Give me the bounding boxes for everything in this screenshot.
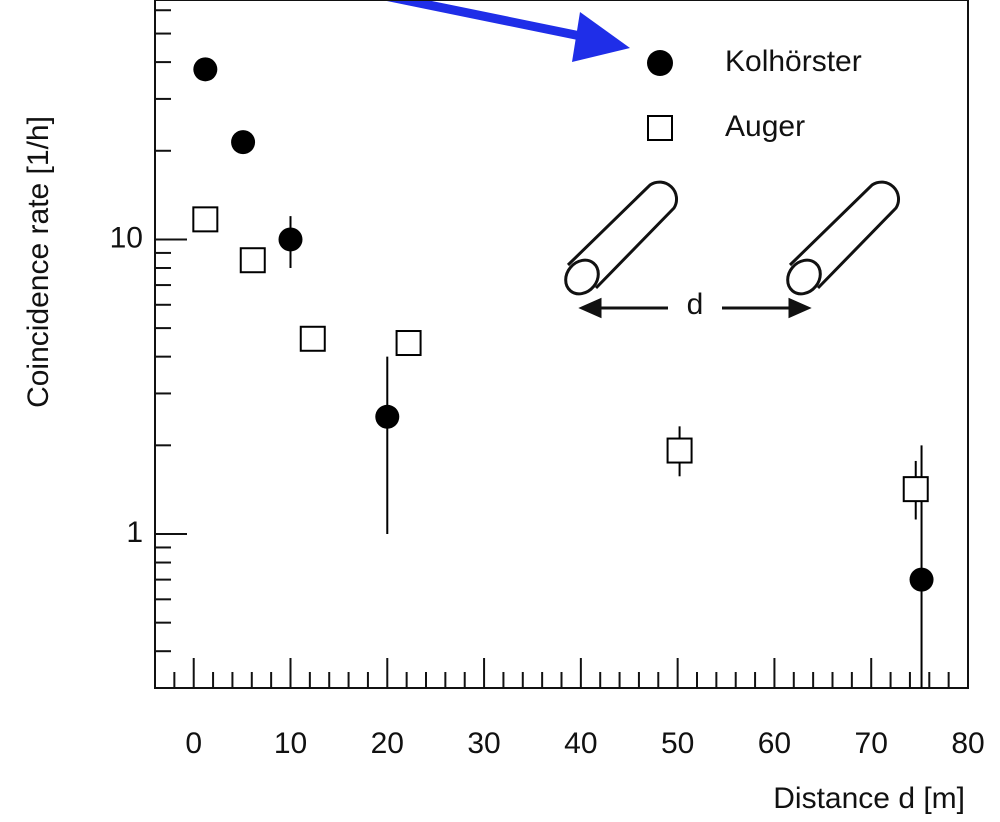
point xyxy=(299,325,326,352)
point xyxy=(909,567,934,592)
point xyxy=(239,247,266,274)
point xyxy=(231,130,256,155)
x-tick-label: 40 xyxy=(564,727,597,760)
detector-inset xyxy=(564,180,901,319)
x-tick-label: 10 xyxy=(274,727,307,760)
x-tick-label: 50 xyxy=(661,727,694,760)
x-tick-label: 60 xyxy=(758,727,791,760)
y-axis-title: Coincidence rate [1/h] xyxy=(22,116,55,408)
point xyxy=(193,57,218,82)
legend-marker xyxy=(647,115,673,141)
x-tick-label: 20 xyxy=(371,727,404,760)
y-tick-label: 10 xyxy=(110,221,143,254)
y-tick-label: 1 xyxy=(126,516,143,549)
point xyxy=(666,437,693,464)
inset-label: d xyxy=(687,288,704,321)
point xyxy=(902,476,929,503)
x-tick-label: 0 xyxy=(185,727,202,760)
x-tick-label: 30 xyxy=(467,727,500,760)
point xyxy=(192,206,219,233)
plot-frame xyxy=(154,0,969,689)
x-tick-label: 80 xyxy=(951,727,984,760)
legend-marker xyxy=(647,50,673,76)
blue-arrow xyxy=(381,0,630,62)
point xyxy=(278,227,303,252)
point xyxy=(395,330,422,357)
legend-label: Auger xyxy=(725,110,805,143)
x-tick-label: 70 xyxy=(855,727,888,760)
point xyxy=(375,404,400,429)
x-axis-title: Distance d [m] xyxy=(773,782,965,815)
legend-label: Kolhörster xyxy=(725,45,862,78)
